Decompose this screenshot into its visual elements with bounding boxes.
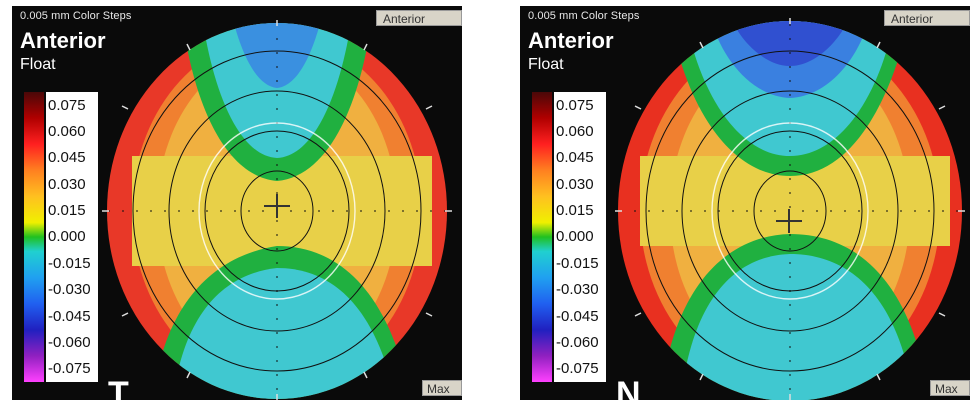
scale-label: -0.075 xyxy=(48,360,91,378)
scale-label: 0.075 xyxy=(48,96,86,114)
scale-label: -0.030 xyxy=(48,281,91,299)
scale-label: -0.030 xyxy=(556,281,599,299)
scale-label: 0.030 xyxy=(556,175,594,193)
scale-label: 0.000 xyxy=(556,228,594,246)
scale-label: 0.060 xyxy=(556,123,594,141)
scale-label: 0.045 xyxy=(556,149,594,167)
map-subtitle: Float xyxy=(528,56,564,73)
color-scale: 0.075 0.060 0.045 0.030 0.015 0.000 -0.0… xyxy=(24,92,98,382)
map-subtitle: Float xyxy=(20,56,56,73)
scale-label: -0.060 xyxy=(556,333,599,351)
scale-label: 0.015 xyxy=(48,202,86,220)
color-steps-label: 0.005 mm Color Steps xyxy=(528,10,640,22)
scale-label: 0.045 xyxy=(48,149,86,167)
scale-label: 0.060 xyxy=(48,123,86,141)
scale-label: 0.000 xyxy=(48,228,86,246)
color-scale: 0.075 0.060 0.045 0.030 0.015 0.000 -0.0… xyxy=(532,92,606,382)
color-scale-labels: 0.075 0.060 0.045 0.030 0.015 0.000 -0.0… xyxy=(554,92,606,382)
topography-panel-right: 0.005 mm Color Steps Anterior Float Ante… xyxy=(520,6,970,400)
scale-label: -0.015 xyxy=(48,254,91,272)
float-map-left xyxy=(102,20,452,400)
surface-select-button[interactable]: Anterior xyxy=(884,10,970,26)
scale-label: -0.045 xyxy=(556,307,599,325)
topography-panel-left: 0.005 mm Color Steps Anterior Float Ante… xyxy=(12,6,462,400)
degree-ticks xyxy=(102,20,452,400)
scale-label: -0.045 xyxy=(48,307,91,325)
scale-label: 0.075 xyxy=(556,96,594,114)
surface-select-button[interactable]: Anterior xyxy=(376,10,462,26)
max-button[interactable]: Max xyxy=(422,380,462,396)
orientation-letter: N xyxy=(616,375,641,400)
map-title: Anterior xyxy=(20,28,106,53)
color-scale-labels: 0.075 0.060 0.045 0.030 0.015 0.000 -0.0… xyxy=(46,92,98,382)
color-scale-bar xyxy=(532,92,552,382)
scale-label: -0.015 xyxy=(556,254,599,272)
scale-label: -0.060 xyxy=(48,333,91,351)
scale-label: -0.075 xyxy=(556,360,599,378)
max-button[interactable]: Max xyxy=(930,380,970,396)
float-map-right xyxy=(615,18,965,400)
orientation-letter: T xyxy=(108,375,129,400)
scale-label: 0.015 xyxy=(556,202,594,220)
degree-ticks xyxy=(615,18,965,400)
color-scale-bar xyxy=(24,92,44,382)
color-steps-label: 0.005 mm Color Steps xyxy=(20,10,132,22)
scale-label: 0.030 xyxy=(48,175,86,193)
map-title: Anterior xyxy=(528,28,614,53)
